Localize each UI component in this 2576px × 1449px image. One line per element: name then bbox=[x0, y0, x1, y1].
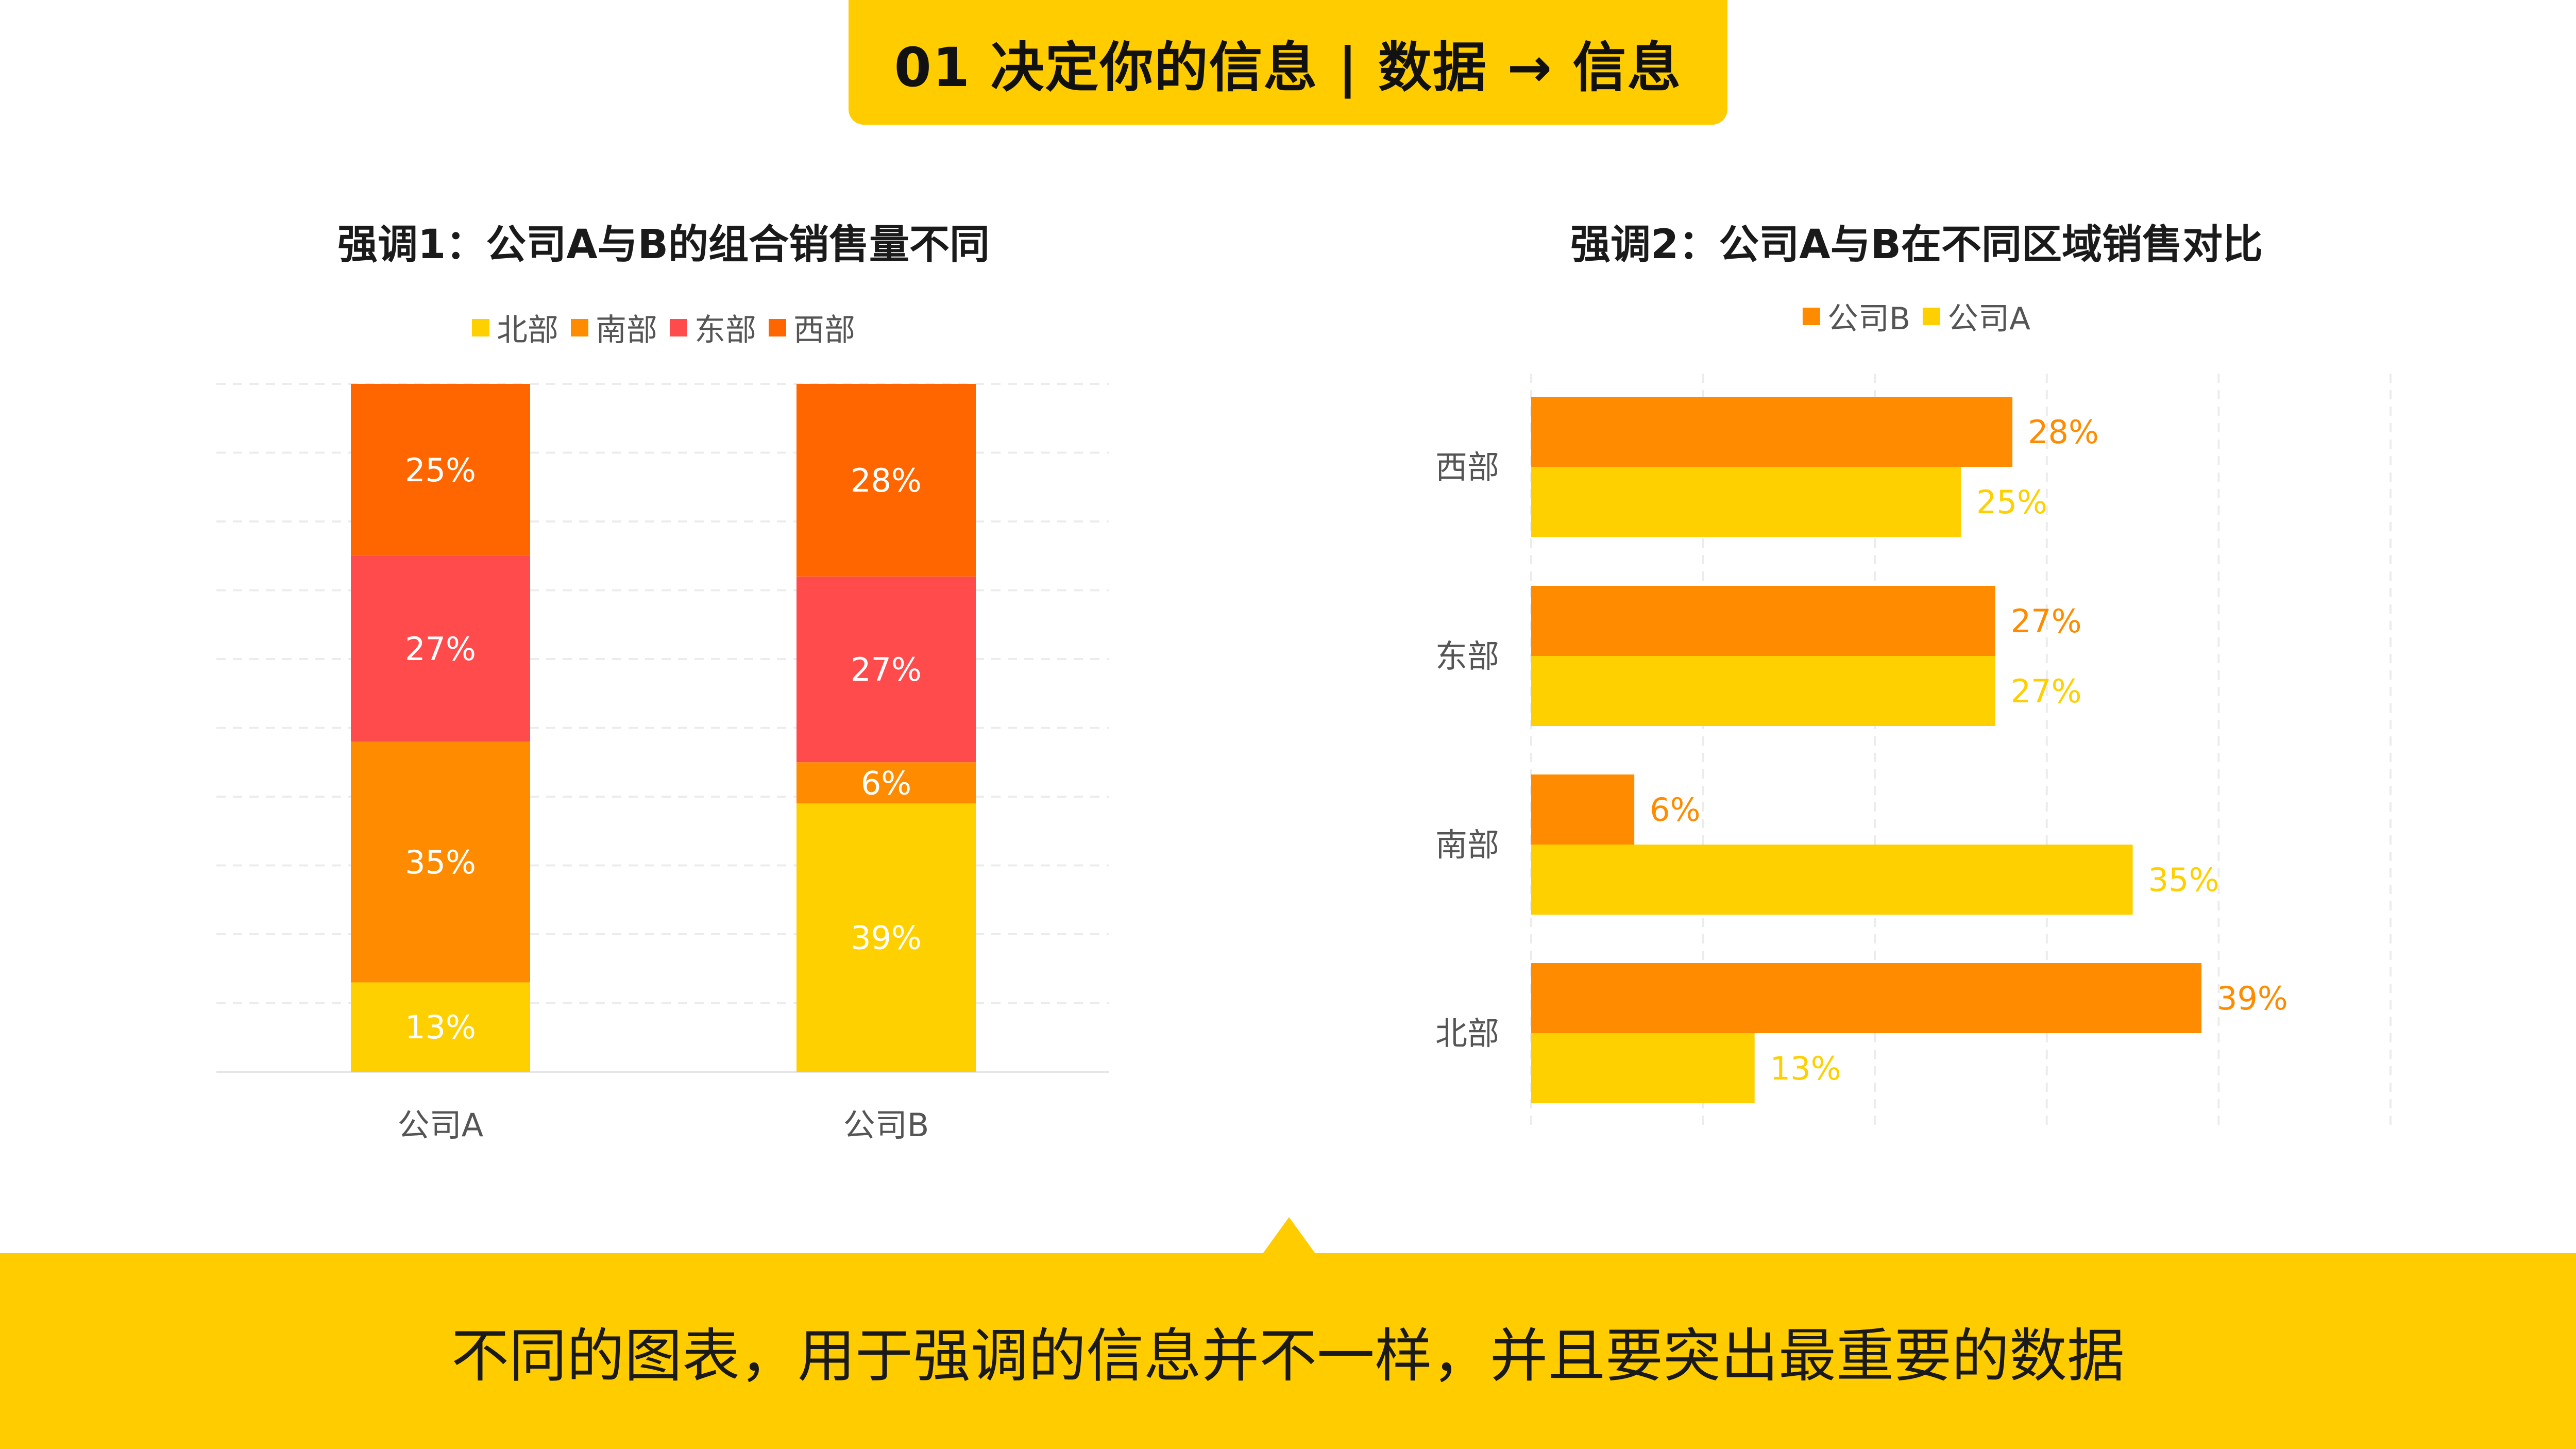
chart1-data-label: 27% bbox=[851, 651, 922, 688]
chart2-bar bbox=[1531, 1033, 1755, 1103]
chart1-legend: 北部 南部 东部 西部 bbox=[466, 305, 861, 350]
chart2-y-tick-label: 南部 bbox=[1435, 826, 1499, 864]
chart2-legend-item: 公司B bbox=[1802, 294, 1911, 339]
chart2-data-label: 27% bbox=[2011, 602, 2082, 640]
chart2-bar bbox=[1531, 774, 1635, 845]
chart2-legend: 公司B 公司A bbox=[1797, 294, 2037, 339]
chart2-y-tick-label: 西部 bbox=[1435, 448, 1499, 486]
chart2-y-tick-label: 北部 bbox=[1435, 1015, 1499, 1052]
chart1-data-label: 28% bbox=[851, 462, 922, 499]
chart1-bar-segment bbox=[351, 555, 530, 742]
chart1-title: 强调1：公司A与B的组合销售量不同 bbox=[337, 222, 990, 268]
chart2-legend-swatch bbox=[1923, 307, 1941, 325]
chart2-y-tick-label: 东部 bbox=[1435, 637, 1499, 675]
chart1-data-label: 35% bbox=[405, 844, 476, 881]
footer-message: 不同的图表，用于强调的信息并不一样，并且要突出最重要的数据 bbox=[451, 1323, 2125, 1390]
chart2-bar bbox=[1531, 656, 1995, 726]
chart2-legend-swatch bbox=[1802, 307, 1820, 325]
chart1-data-label: 13% bbox=[405, 1008, 476, 1046]
chart1-legend-swatch bbox=[472, 318, 489, 336]
chart1-x-tick-label: 公司A bbox=[398, 1106, 483, 1144]
chart2-data-label: 28% bbox=[2028, 413, 2099, 451]
chart2-data-label: 13% bbox=[1770, 1050, 1841, 1087]
chart2-data-label: 35% bbox=[2148, 861, 2219, 899]
chart2-bar bbox=[1531, 467, 1961, 537]
chart1-bar-segment bbox=[796, 384, 976, 577]
chart1-legend-item: 南部 bbox=[571, 305, 657, 350]
chart1-legend-swatch bbox=[670, 318, 687, 336]
chart2-data-label: 6% bbox=[1650, 791, 1700, 829]
chart1-legend-label: 西部 bbox=[793, 312, 855, 348]
chart1-legend-label: 东部 bbox=[694, 312, 756, 348]
page-title: 01 决定你的信息 | 数据 → 信息 bbox=[894, 36, 1682, 99]
chart2-legend-label: 公司B bbox=[1827, 301, 1911, 337]
chart1-legend-item: 东部 bbox=[670, 305, 756, 350]
chart2-data-label: 39% bbox=[2217, 980, 2288, 1017]
chart1-bar-segment bbox=[351, 982, 530, 1072]
header-tab: 01 决定你的信息 | 数据 → 信息 bbox=[849, 0, 1727, 125]
chart1-data-label: 27% bbox=[405, 630, 476, 668]
chart2-legend-label: 公司A bbox=[1947, 301, 2031, 337]
chart1-bar-segment bbox=[796, 576, 976, 763]
chart2-bar bbox=[1531, 845, 2133, 915]
chart1-bar-segment bbox=[796, 803, 976, 1072]
chart1-bar-segment bbox=[351, 384, 530, 556]
chart1-legend-item: 北部 bbox=[472, 305, 558, 350]
chart1-x-tick-label: 公司B bbox=[843, 1106, 929, 1144]
chart2-legend-item: 公司A bbox=[1923, 294, 2030, 339]
chart1-bar-segment bbox=[796, 762, 976, 804]
chart1-data-label: 6% bbox=[861, 764, 911, 802]
chart1-data-label: 25% bbox=[405, 451, 476, 489]
callout-pointer bbox=[1262, 1217, 1316, 1254]
chart1-legend-label: 北部 bbox=[497, 312, 558, 348]
chart1-legend-item: 西部 bbox=[769, 305, 855, 350]
chart1-legend-swatch bbox=[571, 318, 588, 336]
footer-band: 不同的图表，用于强调的信息并不一样，并且要突出最重要的数据 bbox=[0, 1253, 2576, 1449]
chart1-legend-label: 南部 bbox=[596, 312, 657, 348]
chart1-legend-swatch bbox=[769, 318, 786, 336]
chart2-bar bbox=[1531, 963, 2202, 1033]
chart1-bar-segment bbox=[351, 742, 530, 983]
chart2-bar bbox=[1531, 397, 2013, 467]
chart2-data-label: 27% bbox=[2011, 672, 2082, 710]
chart2-data-label: 25% bbox=[1976, 483, 2047, 521]
chart1-data-label: 39% bbox=[851, 919, 922, 957]
chart2-title: 强调2：公司A与B在不同区域销售对比 bbox=[1570, 222, 2263, 268]
chart2-bar bbox=[1531, 586, 1995, 656]
